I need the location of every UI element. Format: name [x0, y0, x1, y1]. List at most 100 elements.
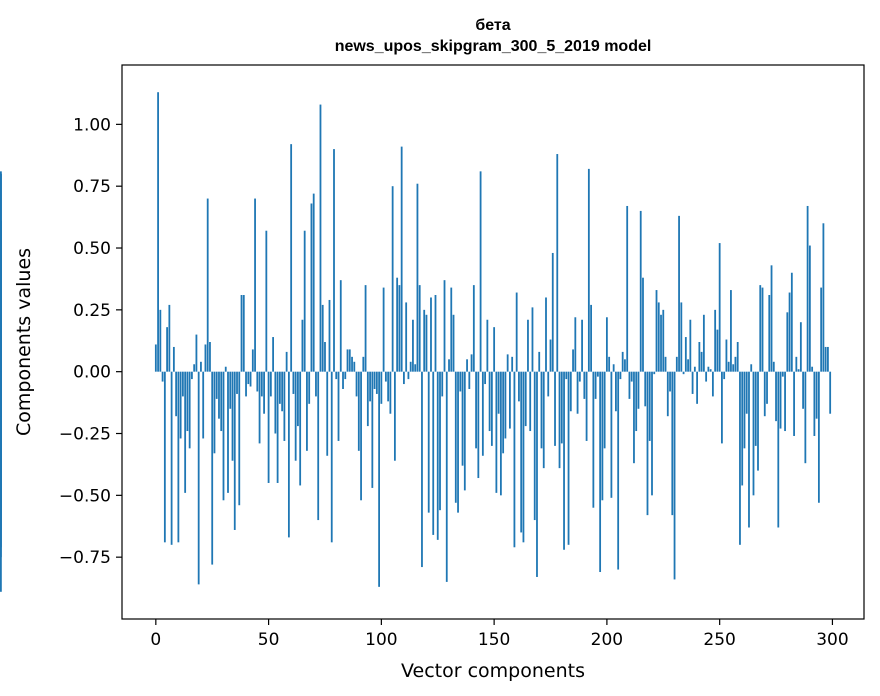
bar-166 — [529, 371, 532, 432]
bar-146 — [484, 371, 486, 385]
bar-22 — [204, 344, 207, 372]
y-tick-label: −0.50 — [59, 486, 111, 506]
bar-48 — [263, 371, 265, 414]
bar-75 — [324, 342, 326, 372]
bar-258 — [736, 342, 739, 372]
bar-102 — [384, 371, 387, 382]
bar-138 — [466, 359, 468, 372]
bar-223 — [657, 302, 660, 372]
x-tick-label: 250 — [703, 630, 735, 650]
bar-183 — [567, 371, 570, 545]
bar-164 — [524, 371, 527, 427]
bar-63 — [297, 371, 299, 427]
bar-244 — [705, 371, 708, 382]
bar-219 — [648, 371, 651, 441]
bar-292 — [813, 371, 816, 436]
bar-285 — [797, 369, 800, 372]
bar-142 — [475, 371, 477, 449]
bar-213 — [635, 371, 638, 432]
bar-296 — [822, 223, 825, 372]
bar-250 — [718, 243, 721, 372]
bar-127 — [441, 371, 444, 397]
bar-119 — [423, 309, 426, 372]
bar-106 — [393, 371, 396, 461]
bar-33 — [229, 371, 232, 409]
bar-276 — [777, 371, 780, 528]
bar-undefined — [0, 371, 2, 592]
bar-237 — [689, 319, 692, 372]
bar-65 — [301, 319, 304, 372]
y-axis-label: Components values — [13, 248, 35, 436]
bar-86 — [348, 349, 351, 372]
bar-170 — [538, 351, 541, 372]
bar-118 — [421, 371, 423, 568]
bar-56 — [281, 371, 284, 412]
x-tick-label: 300 — [816, 630, 848, 650]
bar-265 — [752, 371, 755, 496]
bar-152 — [497, 371, 500, 414]
bar-241 — [698, 342, 701, 372]
bar-114 — [412, 319, 414, 372]
bar-205 — [617, 371, 620, 570]
bar-84 — [344, 371, 347, 380]
bar-43 — [251, 349, 254, 372]
bar-132 — [452, 314, 455, 372]
bar-62 — [294, 371, 297, 461]
bar-123 — [432, 371, 435, 535]
bar-97 — [373, 371, 376, 389]
bar-201 — [608, 356, 611, 372]
bar-157 — [509, 371, 511, 429]
bar-105 — [391, 186, 394, 372]
bar-131 — [450, 287, 453, 372]
bar-246 — [709, 369, 712, 372]
bar-224 — [660, 314, 662, 372]
bar-181 — [563, 371, 565, 550]
bar-40 — [245, 371, 247, 397]
bar-70 — [312, 193, 315, 372]
bar-199 — [603, 371, 606, 449]
bar-267 — [757, 371, 759, 471]
bar-25 — [211, 371, 214, 565]
bar-64 — [299, 371, 302, 486]
bar-227 — [666, 371, 669, 417]
bar-283 — [793, 371, 795, 436]
bar-145 — [481, 371, 484, 456]
bar-172 — [542, 371, 545, 469]
bar-12 — [181, 371, 184, 397]
bar-160 — [515, 292, 518, 372]
bar-143 — [477, 371, 480, 479]
bar-271 — [766, 371, 768, 404]
bar-61 — [292, 371, 295, 394]
y-tick-label: −0.75 — [59, 548, 111, 568]
bar-232 — [678, 215, 680, 372]
bar-169 — [536, 371, 538, 577]
bar-93 — [364, 285, 367, 372]
bar-184 — [569, 371, 572, 412]
bar-7 — [170, 371, 173, 545]
bar-180 — [560, 371, 563, 444]
bar-270 — [763, 371, 766, 417]
bar-284 — [795, 356, 798, 372]
bar-202 — [610, 371, 613, 498]
bar-290 — [808, 245, 811, 372]
bar-121 — [427, 371, 430, 513]
bar-229 — [671, 371, 674, 516]
bar-150 — [493, 327, 496, 372]
bar-264 — [750, 364, 753, 372]
bar-208 — [624, 359, 626, 372]
bar-85 — [346, 349, 349, 372]
bar-225 — [662, 309, 665, 372]
bar-253 — [725, 339, 728, 372]
bar-18 — [195, 334, 198, 372]
bar-235 — [684, 337, 687, 372]
bar-undefined — [0, 173, 2, 372]
bar-26 — [213, 371, 216, 454]
bar-240 — [696, 371, 698, 404]
bar-190 — [583, 371, 586, 399]
y-axis: −0.75 −0.50 −0.25 0.00 0.25 0.50 0.75 1.00 — [59, 115, 122, 568]
bar-278 — [781, 371, 784, 377]
bar-82 — [339, 280, 342, 372]
bar-96 — [371, 371, 374, 488]
bar-52 — [272, 337, 274, 372]
